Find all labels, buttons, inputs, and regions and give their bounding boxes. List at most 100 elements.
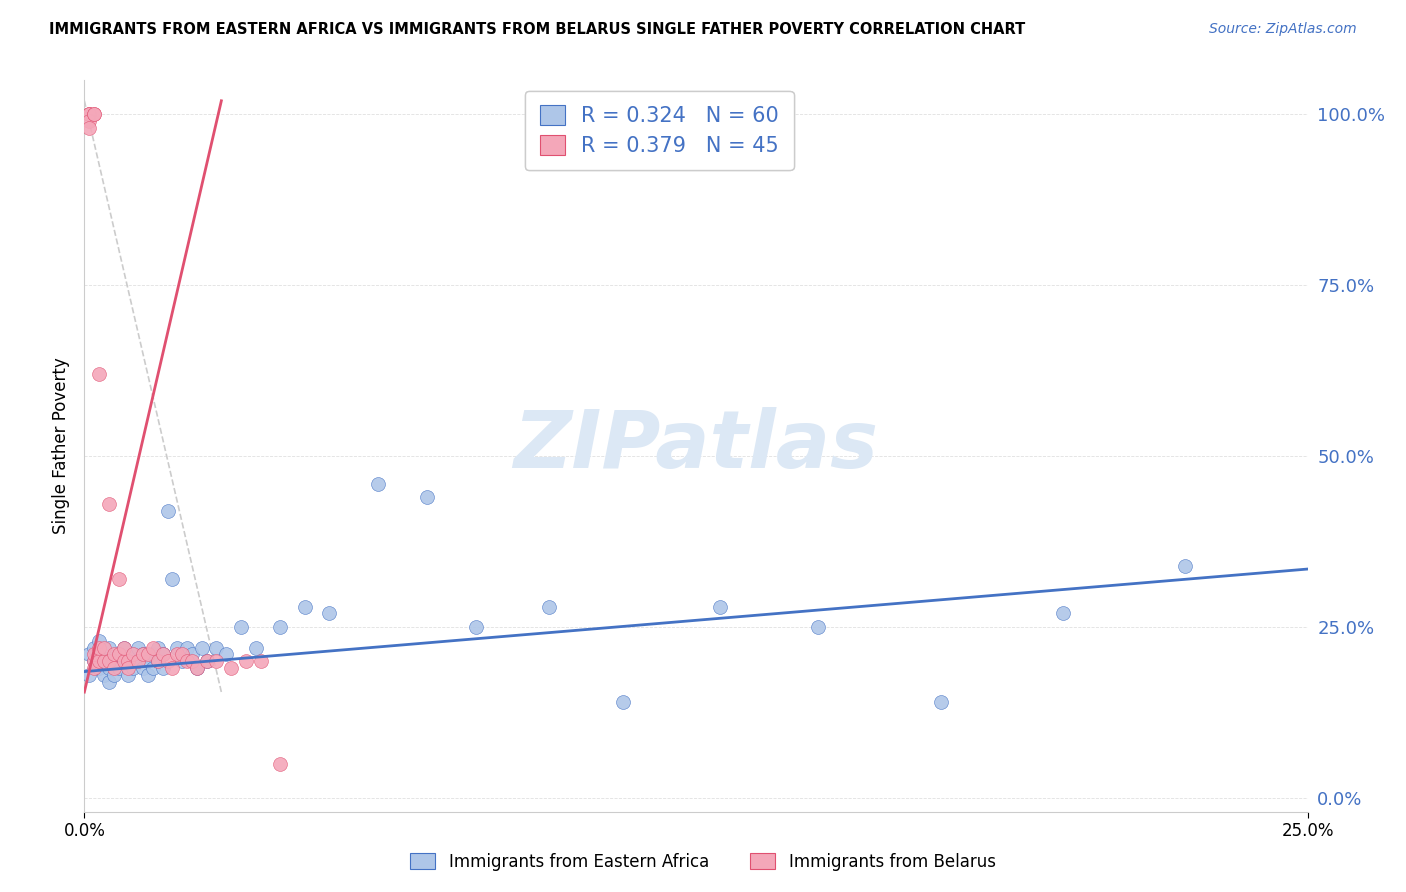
Point (77, 114, 100, 128)
Point (136, 668, 159, 682)
Point (152, 648, 174, 662)
Point (146, 654, 169, 668)
Point (162, 661, 184, 675)
Point (122, 648, 145, 662)
Point (77, 107, 100, 121)
Point (195, 654, 218, 668)
Text: ZIPatlas: ZIPatlas (513, 407, 879, 485)
Point (112, 640, 135, 655)
Point (87, 661, 110, 675)
Point (318, 607, 340, 621)
Point (117, 654, 139, 668)
Point (77, 107, 100, 121)
Point (87, 368, 110, 382)
Point (191, 640, 214, 655)
Point (205, 654, 228, 668)
Point (83, 654, 105, 668)
Point (83, 107, 105, 121)
Point (97, 674, 120, 689)
Point (181, 654, 204, 668)
Point (103, 648, 125, 662)
Point (112, 654, 135, 668)
Point (103, 668, 125, 682)
Point (245, 640, 267, 655)
Point (176, 640, 198, 655)
Point (117, 668, 139, 682)
Point (205, 640, 228, 655)
Point (186, 661, 208, 675)
Point (166, 640, 188, 655)
Point (83, 107, 105, 121)
Point (77, 121, 100, 136)
Point (136, 654, 159, 668)
Point (77, 668, 100, 682)
Point (612, 695, 634, 709)
Point (127, 640, 149, 655)
Point (142, 661, 165, 675)
Legend: Immigrants from Eastern Africa, Immigrants from Belarus: Immigrants from Eastern Africa, Immigran… (402, 845, 1004, 880)
Point (103, 654, 125, 668)
Point (132, 648, 155, 662)
Point (77, 107, 100, 121)
Point (77, 648, 100, 662)
Point (83, 640, 105, 655)
Point (117, 661, 139, 675)
Point (83, 648, 105, 662)
Point (152, 648, 174, 662)
Point (93, 654, 115, 668)
Point (229, 620, 252, 634)
Point (97, 497, 120, 511)
Point (176, 654, 198, 668)
Point (83, 661, 105, 675)
Point (97, 654, 120, 668)
Point (294, 599, 316, 614)
Point (186, 661, 208, 675)
Point (215, 648, 238, 662)
Point (162, 572, 184, 586)
Point (156, 654, 179, 668)
Point (87, 654, 110, 668)
Point (235, 654, 257, 668)
Point (93, 640, 115, 655)
Point (219, 661, 242, 675)
Point (93, 654, 115, 668)
Text: IMMIGRANTS FROM EASTERN AFRICA VS IMMIGRANTS FROM BELARUS SINGLE FATHER POVERTY : IMMIGRANTS FROM EASTERN AFRICA VS IMMIGR… (49, 22, 1025, 37)
Point (112, 640, 135, 655)
Point (142, 648, 165, 662)
Point (172, 648, 194, 662)
Point (1052, 607, 1074, 621)
Point (1174, 558, 1197, 573)
Point (269, 756, 291, 771)
Point (181, 648, 204, 662)
Point (195, 654, 218, 668)
Point (464, 620, 486, 634)
Point (132, 648, 155, 662)
Point (269, 620, 291, 634)
Text: Source: ZipAtlas.com: Source: ZipAtlas.com (1209, 22, 1357, 37)
Point (87, 648, 110, 662)
Point (142, 640, 165, 655)
Legend: R = 0.324   N = 60, R = 0.379   N = 45: R = 0.324 N = 60, R = 0.379 N = 45 (524, 91, 793, 170)
Point (107, 648, 129, 662)
Point (107, 661, 129, 675)
Point (117, 654, 139, 668)
Point (807, 620, 830, 634)
Point (127, 654, 149, 668)
Point (249, 654, 271, 668)
Point (103, 661, 125, 675)
Point (367, 476, 389, 491)
Point (146, 640, 169, 655)
Point (709, 599, 731, 614)
Point (112, 654, 135, 668)
Point (97, 661, 120, 675)
Point (146, 654, 169, 668)
Point (87, 640, 110, 655)
Point (538, 599, 561, 614)
Y-axis label: Single Father Poverty: Single Father Poverty (52, 358, 70, 534)
Point (172, 654, 194, 668)
Point (127, 654, 149, 668)
Point (152, 661, 174, 675)
Point (107, 648, 129, 662)
Point (122, 648, 145, 662)
Point (107, 572, 129, 586)
